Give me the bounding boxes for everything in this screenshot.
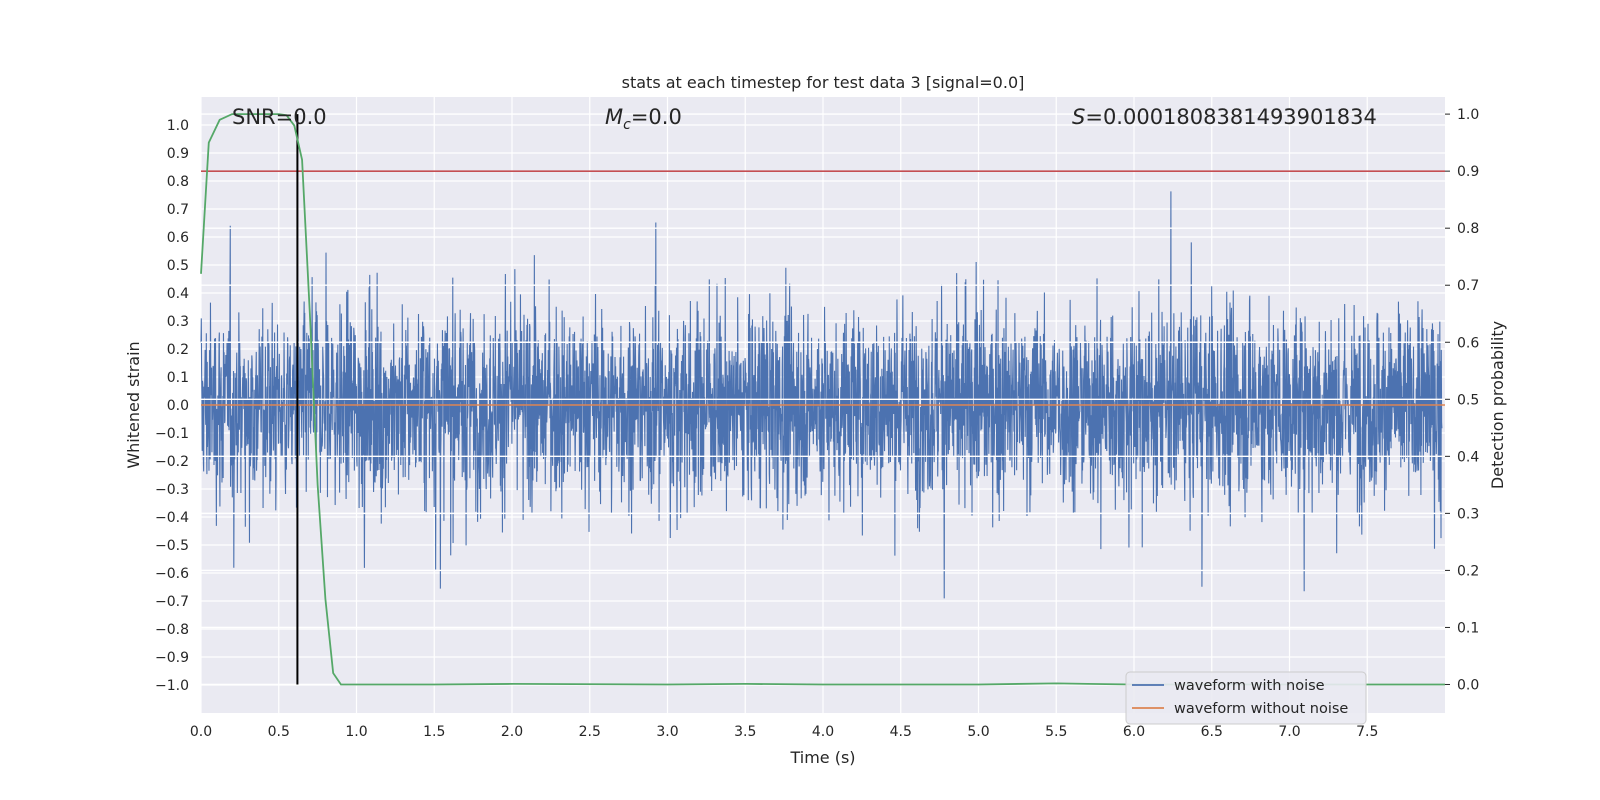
y-tick-label: 0.4 [167, 286, 189, 302]
snr-annotation: SNR=0.0 [232, 105, 327, 129]
x-tick-label: 6.0 [1123, 724, 1145, 740]
y2-tick-label: 0.5 [1457, 392, 1479, 408]
y2-tick-label: 0.8 [1457, 221, 1479, 237]
x-tick-label: 0.0 [190, 724, 212, 740]
y-axis-label: Whitened strain [124, 341, 143, 468]
series-detection-probability [200, 113, 1445, 686]
s-value: =0.0001808381493901834 [1085, 105, 1377, 129]
y2-axis-label: Detection probability [1488, 321, 1507, 489]
x-tick-label: 3.5 [734, 724, 756, 740]
x-tick-label: 6.5 [1201, 724, 1223, 740]
y-tick-label: −0.2 [155, 454, 189, 470]
y-tick-label: 0.0 [167, 398, 189, 414]
chart-title: stats at each timestep for test data 3 [… [622, 73, 1025, 92]
y-tick-label: −0.9 [155, 650, 189, 666]
y-tick-label: 0.2 [167, 342, 189, 358]
y2-tick-label: 0.4 [1457, 449, 1479, 465]
mc-value: =0.0 [631, 105, 682, 129]
y2-tick-label: 1.0 [1457, 107, 1479, 123]
y2-tick-label: 0.3 [1457, 506, 1479, 522]
s-annotation: S=0.0001808381493901834 [1072, 105, 1377, 129]
y-tick-label: 0.3 [167, 314, 189, 330]
y-tick-label: −0.6 [155, 566, 189, 582]
mc-symbol: M [605, 105, 623, 129]
legend-box [1125, 671, 1367, 725]
series-waveform-with-noise [200, 191, 1443, 599]
y2-tick-label: 0.2 [1457, 563, 1479, 579]
x-tick-label: 0.5 [268, 724, 290, 740]
y-tick-label: −0.1 [155, 426, 189, 442]
y-tick-label: 0.9 [167, 146, 189, 162]
y2-tick-label: 0.9 [1457, 164, 1479, 180]
mc-subscript: c [623, 117, 631, 133]
x-tick-label: 2.5 [579, 724, 601, 740]
x-tick-label: 1.0 [345, 724, 367, 740]
plot-content [200, 113, 1445, 686]
x-tick-label: 7.5 [1356, 724, 1378, 740]
x-tick-label: 4.0 [812, 724, 834, 740]
x-axis-label: Time (s) [789, 748, 855, 767]
mc-annotation: Mc=0.0 [605, 105, 682, 133]
x-tick-label: 5.0 [967, 724, 989, 740]
y2-tick-label: 0.1 [1457, 620, 1479, 636]
y-tick-label: 0.6 [167, 230, 189, 246]
legend: waveform with noise waveform without noi… [1125, 671, 1367, 725]
x-tick-label: 7.0 [1278, 724, 1300, 740]
y-tick-label: 0.7 [167, 202, 189, 218]
legend-label-waveform-with-noise: waveform with noise [1174, 678, 1325, 694]
y-tick-label: 0.5 [167, 258, 189, 274]
y2-tick-label: 0.0 [1457, 677, 1479, 693]
y-tick-label: −0.7 [155, 594, 189, 610]
y-tick-label: −0.8 [155, 622, 189, 638]
x-tick-label: 5.5 [1045, 724, 1067, 740]
y-tick-label: 0.1 [167, 370, 189, 386]
y-tick-label: −0.3 [155, 482, 189, 498]
ticks: 0.0 0.5 1.0 1.5 2.0 2.5 3.0 3.5 4.0 4.5 5.0 5.5 6.0 6… [155, 107, 1479, 740]
x-tick-label: 2.0 [501, 724, 523, 740]
y-tick-label: −0.5 [155, 538, 189, 554]
y-tick-label: 0.8 [167, 174, 189, 190]
y-tick-label: 1.0 [167, 118, 189, 134]
x-tick-label: 1.5 [423, 724, 445, 740]
x-tick-label: 3.0 [656, 724, 678, 740]
y2-tick-label: 0.6 [1457, 335, 1479, 351]
y-tick-label: −1.0 [155, 678, 189, 694]
y-tick-label: −0.4 [155, 510, 189, 526]
legend-label-waveform-without-noise: waveform without noise [1174, 701, 1348, 717]
x-tick-label: 4.5 [890, 724, 912, 740]
s-symbol: S [1072, 105, 1085, 129]
y2-tick-label: 0.7 [1457, 278, 1479, 294]
